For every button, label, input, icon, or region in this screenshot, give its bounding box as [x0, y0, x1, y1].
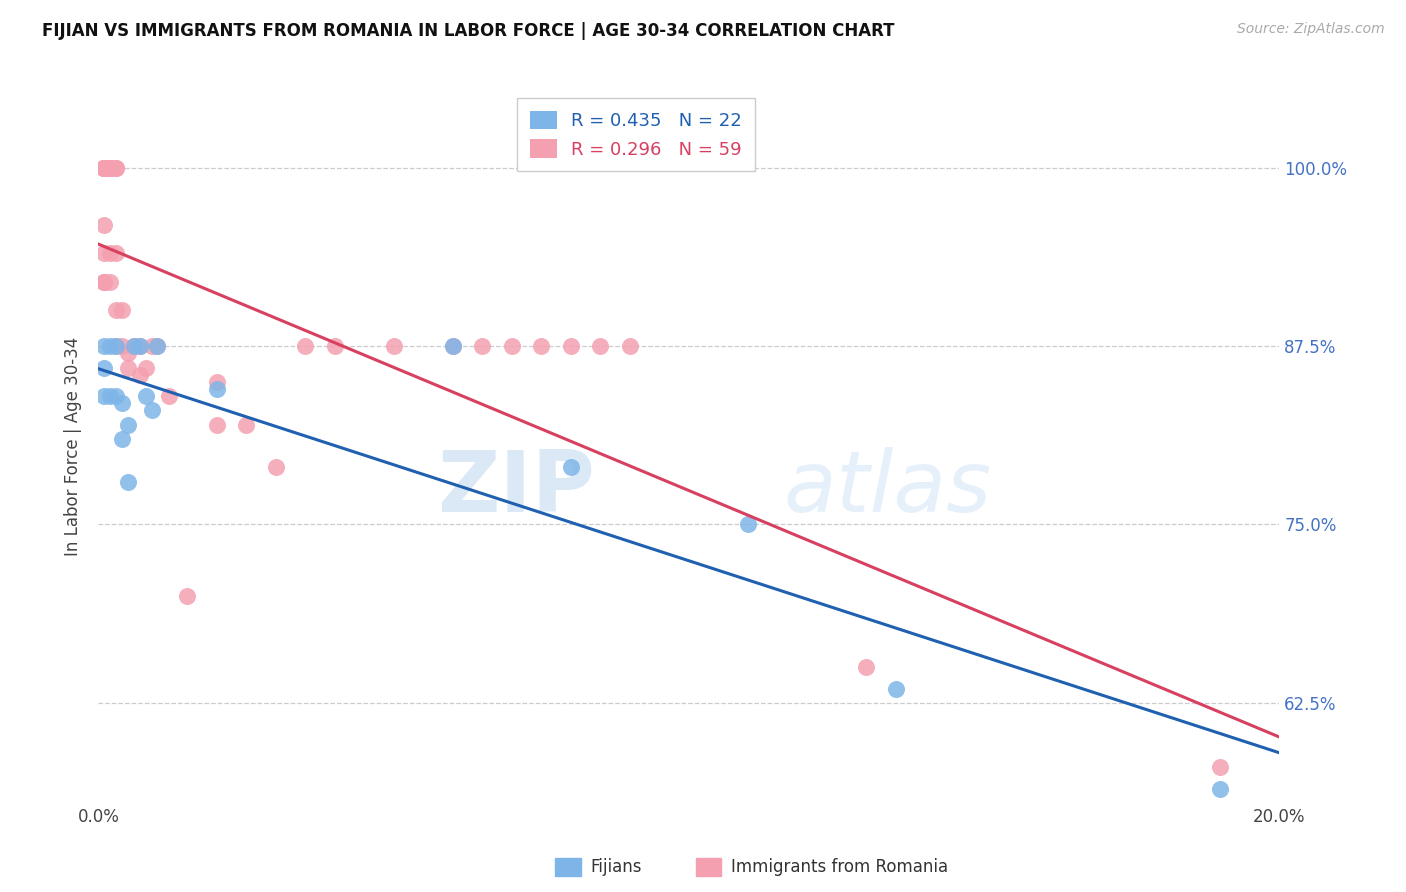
Point	[93, 275, 115, 289]
Point	[98, 161, 121, 175]
Point	[128, 339, 150, 353]
Point	[93, 389, 115, 403]
Point	[619, 339, 641, 353]
Point	[93, 161, 115, 175]
Point	[111, 303, 134, 318]
Point	[157, 389, 180, 403]
Text: FIJIAN VS IMMIGRANTS FROM ROMANIA IN LABOR FORCE | AGE 30-34 CORRELATION CHART: FIJIAN VS IMMIGRANTS FROM ROMANIA IN LAB…	[42, 22, 894, 40]
Point	[98, 246, 121, 260]
Point	[441, 339, 464, 353]
Point	[560, 339, 582, 353]
Point	[382, 339, 405, 353]
Text: Fijians: Fijians	[591, 858, 643, 876]
Point	[117, 360, 139, 375]
Point	[105, 246, 128, 260]
Bar	[555, 858, 581, 876]
Point	[235, 417, 257, 432]
Text: atlas: atlas	[783, 447, 991, 531]
Y-axis label: In Labor Force | Age 30-34: In Labor Force | Age 30-34	[65, 336, 83, 556]
Point	[205, 417, 228, 432]
Point	[93, 246, 115, 260]
Point	[93, 275, 115, 289]
Point	[501, 339, 523, 353]
Point	[122, 339, 145, 353]
Point	[93, 161, 115, 175]
Point	[146, 339, 169, 353]
Point	[93, 161, 115, 175]
Point	[98, 161, 121, 175]
Point	[128, 368, 150, 382]
Point	[737, 517, 759, 532]
Point	[105, 339, 128, 353]
Point	[855, 660, 877, 674]
Point	[117, 417, 139, 432]
Point	[530, 339, 553, 353]
Point	[135, 389, 157, 403]
Point	[111, 339, 134, 353]
Point	[146, 339, 169, 353]
Point	[441, 339, 464, 353]
Point	[98, 389, 121, 403]
Point	[93, 275, 115, 289]
Point	[93, 161, 115, 175]
Point	[111, 432, 134, 446]
Point	[176, 589, 198, 603]
Point	[93, 161, 115, 175]
Point	[98, 161, 121, 175]
Point	[105, 389, 128, 403]
Point	[105, 161, 128, 175]
Point	[98, 161, 121, 175]
Text: ZIP: ZIP	[437, 447, 595, 531]
Point	[323, 339, 346, 353]
Point	[117, 475, 139, 489]
Point	[98, 161, 121, 175]
Point	[98, 339, 121, 353]
Point	[98, 161, 121, 175]
Point	[98, 161, 121, 175]
Point	[141, 403, 163, 417]
Point	[93, 161, 115, 175]
Point	[93, 161, 115, 175]
Point	[128, 339, 150, 353]
Point	[93, 339, 115, 353]
Point	[122, 339, 145, 353]
Legend: R = 0.435   N = 22, R = 0.296   N = 59: R = 0.435 N = 22, R = 0.296 N = 59	[517, 98, 755, 171]
Point	[294, 339, 316, 353]
Point	[135, 360, 157, 375]
Point	[105, 303, 128, 318]
Bar	[696, 858, 721, 876]
Point	[93, 161, 115, 175]
Point	[105, 339, 128, 353]
Point	[205, 375, 228, 389]
Point	[98, 161, 121, 175]
Point	[105, 161, 128, 175]
Point	[141, 339, 163, 353]
Point	[264, 460, 287, 475]
Point	[560, 460, 582, 475]
Point	[471, 339, 494, 353]
Point	[93, 161, 115, 175]
Point	[93, 218, 115, 232]
Point	[1209, 760, 1232, 774]
Text: Immigrants from Romania: Immigrants from Romania	[731, 858, 948, 876]
Point	[98, 275, 121, 289]
Point	[1209, 781, 1232, 796]
Text: Source: ZipAtlas.com: Source: ZipAtlas.com	[1237, 22, 1385, 37]
Point	[111, 396, 134, 410]
Point	[589, 339, 612, 353]
Point	[205, 382, 228, 396]
Point	[93, 161, 115, 175]
Point	[884, 681, 907, 696]
Point	[93, 360, 115, 375]
Point	[117, 346, 139, 360]
Point	[93, 161, 115, 175]
